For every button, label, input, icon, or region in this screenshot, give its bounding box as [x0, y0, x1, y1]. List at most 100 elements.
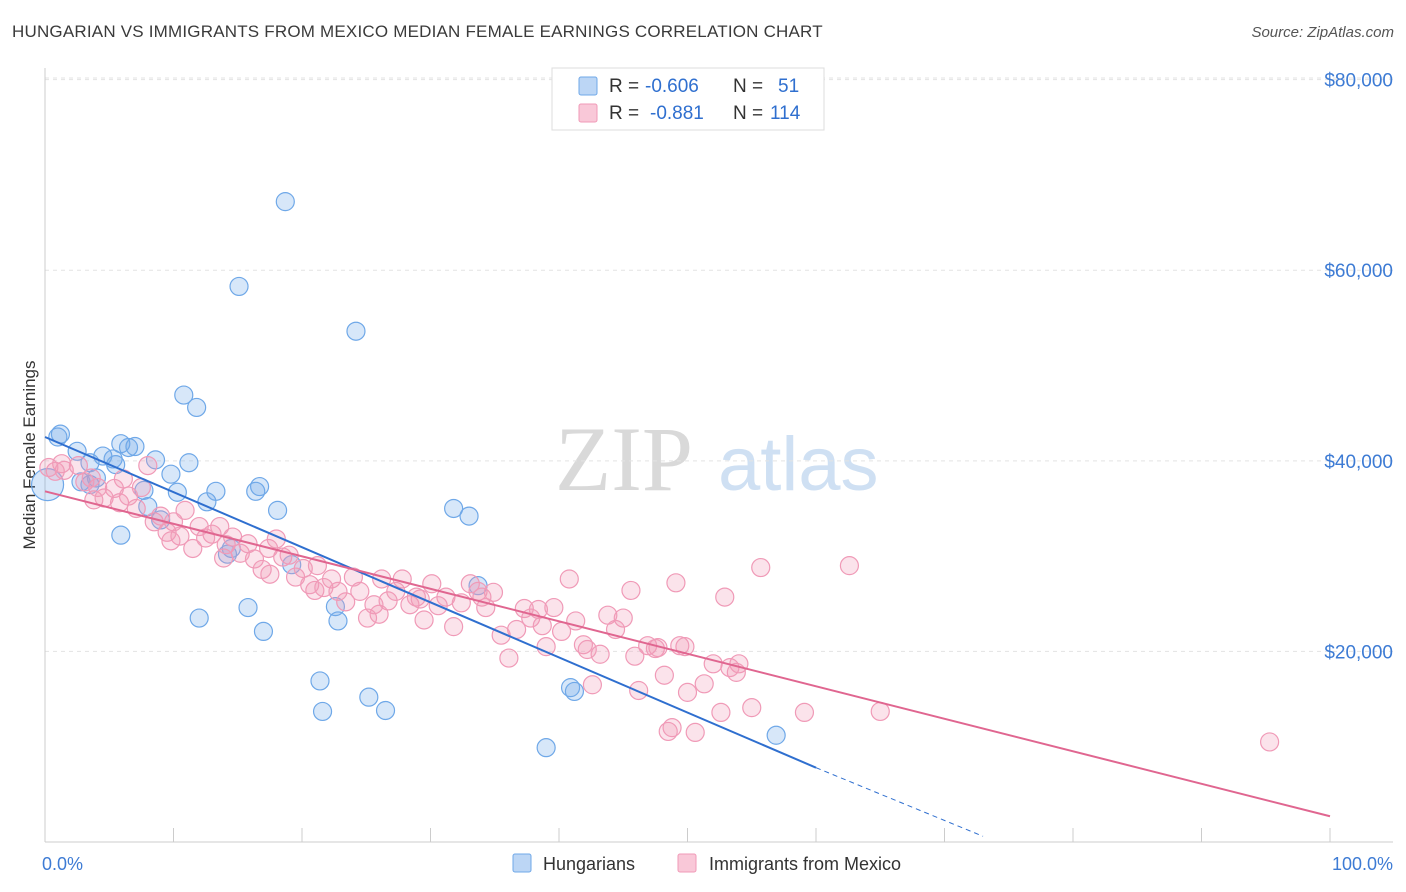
- hungarians-point: [564, 681, 585, 702]
- mexico-point: [666, 573, 686, 593]
- hungarians-point: [359, 687, 379, 707]
- mexico-point: [400, 595, 420, 615]
- y-tick-label: $20,000: [1324, 642, 1393, 663]
- hungarians-point: [249, 476, 270, 497]
- mexico-point: [685, 722, 705, 743]
- hungarians-point: [174, 385, 194, 405]
- mexico-point: [414, 610, 434, 630]
- stats-n-label-2: N =: [733, 103, 763, 124]
- mexico-point: [715, 587, 735, 607]
- mexico-point: [350, 581, 370, 601]
- legend-label-mexico: Immigrants from Mexico: [709, 854, 901, 874]
- hungarians-point: [536, 738, 556, 758]
- mexico-point: [68, 455, 89, 476]
- mexico-point: [499, 648, 519, 668]
- mexico-point: [703, 654, 723, 674]
- mexico-point: [305, 580, 325, 601]
- watermark-atlas: atlas: [718, 422, 879, 507]
- mexico-point: [328, 581, 348, 601]
- mexico-point: [582, 675, 603, 695]
- y-axis-title: Median Female Earnings: [20, 361, 39, 550]
- hungarians-point: [189, 608, 209, 628]
- y-tick-label: $80,000: [1324, 71, 1393, 92]
- mexico-point: [658, 721, 678, 742]
- chart-source: Source: ZipAtlas.com: [1251, 24, 1394, 41]
- mexico-point: [54, 460, 74, 480]
- y-grid: [45, 77, 1393, 652]
- mexico-point: [378, 591, 398, 611]
- hungarians-point: [206, 481, 226, 501]
- legend-swatch-hungarians: [512, 853, 532, 873]
- hungarians-point: [275, 192, 295, 212]
- hungarians-point: [229, 276, 249, 297]
- x-tick-label: 100.0%: [1332, 854, 1393, 874]
- chart-title: HUNGARIAN VS IMMIGRANTS FROM MEXICO MEDI…: [12, 22, 823, 41]
- trend-lines: [44, 436, 1331, 837]
- mexico-point: [751, 557, 771, 578]
- mexico-point: [392, 569, 412, 589]
- y-tick-labels: $20,000 $40,000 $60,000 $80,000: [1324, 71, 1393, 664]
- stats-n-value-2: 114: [770, 103, 801, 124]
- hungarians-trendline-extension: [815, 767, 984, 837]
- mexico-point: [839, 556, 860, 576]
- hungarians-point: [86, 468, 107, 488]
- stats-r-label-2: R =: [609, 103, 639, 124]
- mexico-point: [444, 617, 464, 637]
- x-tick-label: 0.0%: [42, 854, 83, 874]
- mexico-point: [369, 604, 389, 624]
- scatter-points: [30, 192, 1280, 758]
- mexico-point: [536, 637, 556, 657]
- mexico-point: [170, 526, 190, 546]
- mexico-point: [559, 569, 579, 589]
- mexico-point: [629, 680, 649, 701]
- hungarians-trendline: [44, 436, 817, 769]
- hungarians-point: [118, 437, 139, 458]
- legend-swatch-mexico: [677, 853, 697, 873]
- mexico-point: [343, 567, 363, 587]
- hungarians-point: [125, 436, 145, 457]
- hungarians-point: [766, 725, 786, 745]
- hungarians-point: [187, 397, 207, 418]
- mexico-trendline: [44, 490, 1331, 818]
- watermark: ZIP atlas: [555, 408, 879, 510]
- mexico-point: [566, 611, 586, 631]
- hungarians-point: [560, 678, 581, 698]
- y-tick-label: $60,000: [1324, 261, 1393, 282]
- hungarians-point: [111, 525, 131, 545]
- mexico-point: [483, 582, 504, 602]
- stats-n-value-1: 51: [778, 76, 799, 97]
- stats-legend: R = -0.606 N = 51 R = -0.881 N = 114: [551, 67, 825, 131]
- stats-swatch-mexico: [578, 103, 598, 123]
- hungarians-point: [30, 468, 65, 502]
- watermark-zip: ZIP: [555, 408, 693, 510]
- y-tick-label: $40,000: [1324, 452, 1393, 473]
- mexico-point: [336, 592, 356, 612]
- mexico-point: [244, 549, 265, 569]
- mexico-point: [742, 698, 762, 718]
- hungarians-point: [161, 464, 181, 484]
- x-ticks: [44, 828, 1331, 842]
- hungarians-point: [310, 671, 330, 691]
- mexico-point: [694, 674, 714, 694]
- mexico-point: [544, 597, 564, 618]
- hungarians-point: [312, 701, 333, 722]
- stats-r-value-1: -0.606: [645, 76, 699, 97]
- stats-swatch-hungarians: [578, 76, 598, 96]
- mexico-point: [677, 682, 698, 702]
- mexico-point: [662, 718, 682, 738]
- mexico-point: [654, 665, 674, 685]
- stats-r-value-2: -0.881: [650, 103, 704, 124]
- mexico-point: [175, 500, 195, 520]
- mexico-point: [260, 564, 280, 584]
- mexico-point: [161, 531, 181, 551]
- mexico-point: [183, 538, 203, 559]
- mexico-point: [613, 608, 633, 628]
- mexico-point: [460, 574, 480, 594]
- mexico-point: [590, 644, 610, 664]
- x-tick-labels: 0.0% 100.0%: [42, 854, 1393, 874]
- hungarians-point: [179, 453, 199, 473]
- mexico-point: [794, 702, 815, 723]
- mexico-point: [321, 569, 342, 589]
- mexico-point: [577, 639, 597, 660]
